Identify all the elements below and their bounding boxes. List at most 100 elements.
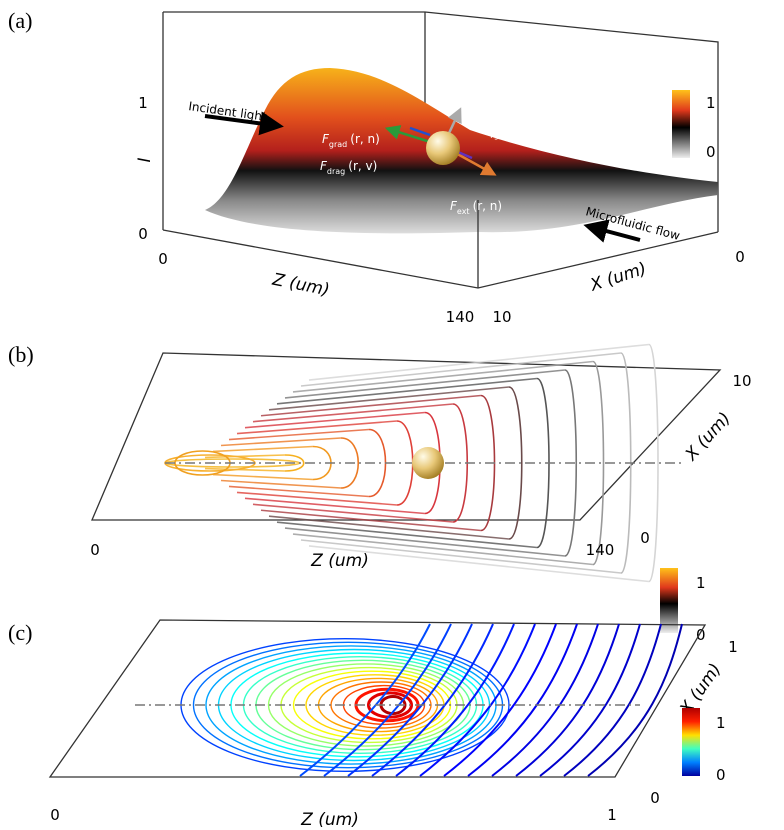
contour	[284, 454, 305, 472]
axis-label: X (um)	[681, 409, 735, 466]
tick-label: 0	[640, 529, 650, 547]
axis-label: I	[135, 157, 155, 162]
colorbar-label: 0	[706, 143, 716, 161]
colorbar	[682, 708, 700, 776]
contour	[323, 623, 452, 777]
contour	[244, 497, 426, 515]
intensity-surface	[205, 68, 718, 234]
contour	[236, 420, 398, 435]
tick-label: 0	[650, 789, 660, 807]
tick-label: 0	[90, 541, 100, 559]
contour	[467, 623, 578, 777]
contour	[539, 623, 641, 777]
arrow	[583, 219, 641, 243]
contour	[340, 437, 360, 489]
tick-label: 10	[732, 372, 751, 390]
contour	[308, 343, 650, 381]
contour	[395, 623, 515, 777]
force-symbol: F	[432, 92, 440, 106]
force-label: FTg (ΔT)	[482, 123, 527, 140]
colorbar-label: 0	[716, 766, 726, 784]
contour	[491, 623, 599, 777]
colorbar-label: 1	[696, 574, 706, 592]
force-subscript: drag	[327, 167, 345, 176]
arrow	[204, 111, 284, 136]
tick-label: 0	[158, 250, 168, 268]
tick-label: 0	[735, 248, 745, 266]
force-args: (ΔT)	[502, 123, 527, 137]
tick-label: 10	[492, 308, 511, 326]
contour	[252, 503, 454, 523]
contour	[515, 623, 620, 777]
plane-c	[48, 619, 707, 778]
force-symbol: F	[320, 159, 328, 173]
force-subscript: bro	[439, 100, 452, 109]
contour	[587, 623, 683, 777]
tick-label: 1	[607, 806, 617, 824]
contour	[371, 623, 494, 777]
tick-label: 1	[138, 94, 148, 112]
contour	[228, 428, 370, 441]
contour	[563, 623, 662, 777]
force-symbol: F	[322, 132, 330, 146]
particle	[426, 131, 460, 165]
force-label: Fext (r, n)	[450, 199, 502, 216]
axis-label: X (um)	[587, 259, 649, 296]
axis-label: Z (um)	[270, 270, 331, 301]
box-a	[162, 11, 719, 289]
contour	[292, 360, 594, 393]
tick-label: 140	[446, 308, 475, 326]
contour	[299, 623, 431, 777]
tick-label: 140	[586, 541, 615, 559]
contour	[347, 623, 473, 777]
contour	[260, 394, 482, 417]
tick-label: 1	[728, 638, 738, 656]
force-args: (r, n)	[350, 132, 380, 146]
axis-label: Z (um)	[300, 810, 359, 830]
tick-label: 0	[50, 806, 60, 824]
contour	[276, 377, 538, 405]
contour	[443, 623, 557, 777]
contour	[367, 691, 413, 719]
contour	[284, 369, 566, 399]
force-args: (r, v)	[348, 159, 377, 173]
force-label: Fgrad (r, n)	[322, 132, 380, 149]
contour	[284, 527, 566, 557]
contour	[212, 473, 314, 481]
colorbar	[672, 90, 690, 158]
contour	[220, 479, 342, 489]
contour	[276, 521, 538, 549]
panel-label: (c)	[8, 620, 32, 645]
panel-label: (b)	[8, 342, 34, 367]
force-label: Fbro (r, T)	[432, 92, 484, 109]
force-args: (r, n)	[473, 199, 503, 213]
panel-label: (a)	[8, 8, 32, 33]
contour	[252, 403, 454, 423]
contour	[648, 343, 659, 583]
contour	[212, 445, 314, 453]
force-symbol: F	[450, 199, 458, 213]
force-subscript: grad	[329, 140, 347, 149]
contour	[204, 467, 286, 472]
axis-label: Z (um)	[310, 551, 369, 571]
colorbar-label: 1	[706, 94, 716, 112]
contour	[508, 386, 523, 540]
contour	[204, 454, 286, 459]
colorbar-label: 0	[696, 626, 706, 644]
force-label: Fdrag (r, v)	[320, 159, 377, 176]
contour	[236, 491, 398, 506]
force-subscript: Tg	[488, 131, 499, 140]
colorbar	[660, 568, 678, 633]
plane-b	[91, 352, 722, 521]
contour	[260, 509, 482, 532]
force-subscript: ext	[457, 207, 470, 216]
force-args: (r, T)	[455, 92, 484, 106]
contour	[292, 533, 594, 566]
contour	[268, 386, 510, 411]
contour	[564, 369, 577, 557]
force-symbol: F	[482, 123, 490, 137]
tick-label: 0	[138, 225, 148, 243]
particle	[412, 447, 444, 479]
contour	[308, 545, 650, 583]
